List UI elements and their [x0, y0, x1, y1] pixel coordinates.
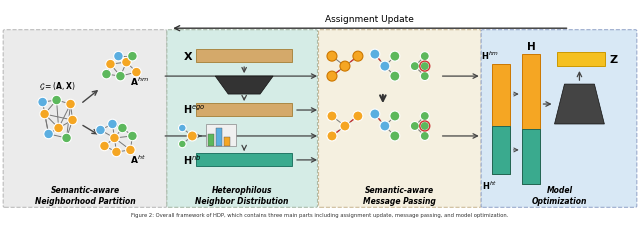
- Text: $\mathbf{H}^{hm}$: $\mathbf{H}^{hm}$: [481, 50, 499, 62]
- Bar: [492, 126, 509, 174]
- Bar: [522, 129, 540, 184]
- Circle shape: [370, 109, 380, 119]
- Text: $\mathbf{Z}$: $\mathbf{Z}$: [609, 53, 619, 65]
- Circle shape: [62, 133, 71, 143]
- Bar: [522, 54, 540, 184]
- FancyBboxPatch shape: [3, 30, 167, 207]
- Text: $\mathbf{A}^{ht}$: $\mathbf{A}^{ht}$: [131, 154, 146, 166]
- Circle shape: [327, 51, 337, 61]
- Circle shape: [111, 147, 121, 157]
- Circle shape: [390, 71, 400, 81]
- Circle shape: [390, 51, 400, 61]
- Circle shape: [340, 61, 350, 71]
- Circle shape: [327, 131, 337, 141]
- Circle shape: [127, 131, 137, 141]
- Circle shape: [116, 71, 125, 81]
- Circle shape: [106, 59, 115, 69]
- Text: Heterophilous
Neighbor Distribution: Heterophilous Neighbor Distribution: [195, 186, 289, 206]
- Circle shape: [66, 99, 76, 109]
- Text: $\mathbf{H}^{ego}$: $\mathbf{H}^{ego}$: [183, 104, 206, 116]
- Circle shape: [102, 69, 111, 79]
- Polygon shape: [554, 84, 604, 124]
- Bar: [206, 124, 236, 146]
- FancyBboxPatch shape: [481, 30, 637, 207]
- Circle shape: [122, 57, 131, 67]
- Circle shape: [127, 51, 137, 61]
- Bar: [208, 134, 214, 146]
- Circle shape: [380, 121, 390, 131]
- Circle shape: [410, 121, 419, 130]
- Circle shape: [54, 123, 63, 133]
- Circle shape: [118, 123, 127, 133]
- Circle shape: [327, 111, 337, 121]
- Circle shape: [327, 71, 337, 81]
- Circle shape: [420, 72, 429, 81]
- Bar: [492, 64, 509, 174]
- Circle shape: [132, 67, 141, 77]
- Bar: [196, 153, 292, 166]
- Circle shape: [188, 131, 197, 141]
- Circle shape: [420, 131, 429, 140]
- Circle shape: [52, 95, 61, 105]
- Circle shape: [420, 112, 429, 120]
- Circle shape: [370, 49, 380, 59]
- Text: $\mathbf{A}^{hm}$: $\mathbf{A}^{hm}$: [131, 76, 149, 88]
- Text: $\mathbf{H}$: $\mathbf{H}$: [525, 40, 536, 52]
- Circle shape: [179, 140, 186, 148]
- Text: Figure 2: Overall framework of HDP, which contains three main parts including as: Figure 2: Overall framework of HDP, whic…: [131, 213, 509, 218]
- Polygon shape: [215, 76, 273, 94]
- Circle shape: [340, 121, 350, 131]
- Text: $\mathbf{H}^{nb}$: $\mathbf{H}^{nb}$: [183, 153, 202, 167]
- Circle shape: [380, 61, 390, 71]
- Circle shape: [40, 109, 49, 119]
- Circle shape: [38, 97, 47, 107]
- FancyBboxPatch shape: [167, 30, 317, 207]
- Bar: [224, 137, 230, 146]
- Circle shape: [68, 115, 77, 125]
- Bar: [216, 128, 222, 146]
- Text: $\mathbf{X}$: $\mathbf{X}$: [183, 50, 194, 62]
- Circle shape: [100, 141, 109, 151]
- Text: Semantic-aware
Neighborhood Partition: Semantic-aware Neighborhood Partition: [35, 186, 136, 206]
- Circle shape: [96, 125, 105, 135]
- Text: Model
Optimization: Model Optimization: [532, 186, 587, 206]
- Circle shape: [410, 62, 419, 71]
- Circle shape: [420, 62, 429, 71]
- Text: $\mathbf{H}^{ht}$: $\mathbf{H}^{ht}$: [482, 180, 497, 192]
- Circle shape: [353, 51, 363, 61]
- Circle shape: [390, 111, 400, 121]
- Circle shape: [114, 51, 124, 61]
- Circle shape: [353, 111, 363, 121]
- Bar: [196, 103, 292, 116]
- Bar: [196, 49, 292, 62]
- Circle shape: [44, 129, 53, 139]
- Circle shape: [108, 119, 117, 129]
- Circle shape: [109, 133, 119, 143]
- Text: Semantic-aware
Message Passing: Semantic-aware Message Passing: [364, 186, 436, 206]
- Text: $\mathcal{G}=(\mathbf{A},\mathbf{X})$: $\mathcal{G}=(\mathbf{A},\mathbf{X})$: [38, 80, 76, 92]
- Circle shape: [420, 121, 429, 130]
- FancyBboxPatch shape: [319, 30, 481, 207]
- Circle shape: [420, 52, 429, 61]
- Circle shape: [179, 124, 186, 132]
- Circle shape: [390, 131, 400, 141]
- Text: Assignment Update: Assignment Update: [326, 15, 414, 24]
- Bar: [557, 52, 605, 66]
- Circle shape: [125, 145, 135, 155]
